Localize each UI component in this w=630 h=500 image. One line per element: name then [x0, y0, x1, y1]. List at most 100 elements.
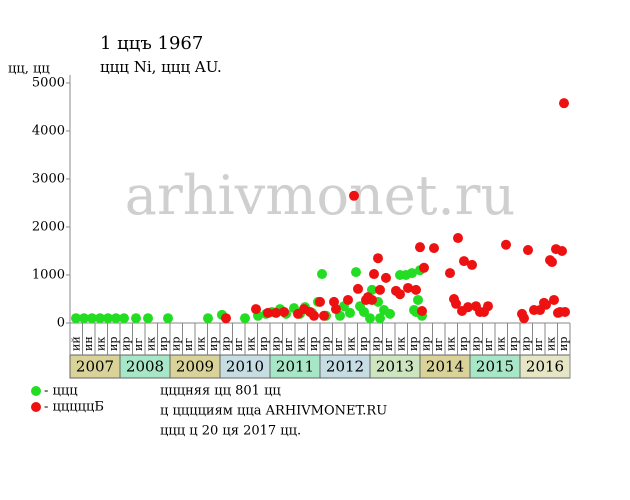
point	[87, 313, 97, 324]
point	[395, 289, 405, 300]
x-tick-label: иг	[332, 338, 345, 351]
y-tick-label: 1000	[32, 268, 65, 283]
point	[549, 294, 559, 305]
x-tick-label: 2013	[376, 358, 414, 376]
point	[119, 313, 129, 324]
point	[467, 259, 477, 270]
point	[411, 284, 421, 295]
x-tick-label: ир	[219, 337, 232, 351]
x-tick-label: 2010	[226, 358, 264, 376]
point	[351, 267, 361, 278]
point	[375, 284, 385, 295]
point	[559, 98, 569, 109]
y-tick-label: 2000	[32, 220, 65, 235]
point	[331, 304, 341, 315]
x-tick-label: иг	[532, 338, 545, 351]
x-tick-label: ир	[507, 337, 520, 351]
point	[560, 306, 570, 317]
x-tick-label: ик	[94, 337, 107, 351]
x-tick-label: ир	[369, 337, 382, 351]
point	[547, 257, 557, 268]
point	[413, 294, 423, 305]
point	[221, 313, 231, 324]
legend-marker	[31, 402, 41, 412]
point	[369, 269, 379, 280]
y-axis-label: цц, цц	[8, 62, 50, 77]
point	[375, 313, 385, 324]
x-tick-label: ик	[344, 337, 357, 351]
point	[315, 296, 325, 307]
point	[557, 246, 567, 256]
point	[319, 310, 329, 321]
point	[429, 243, 439, 254]
x-tick-label: ир	[319, 337, 332, 351]
point	[407, 268, 417, 279]
x-tick-label: ик	[394, 337, 407, 351]
point	[417, 306, 427, 316]
point	[203, 313, 213, 324]
x-tick-label: иг	[282, 338, 295, 351]
x-tick-label: ир	[557, 337, 570, 351]
x-tick-label: 2007	[76, 358, 114, 376]
point	[451, 298, 461, 309]
point	[415, 242, 425, 253]
watermark: arhivmonet.ru	[125, 164, 515, 227]
x-tick-label: иг	[182, 338, 195, 351]
legend-label: - цццццБ	[44, 400, 104, 415]
point	[263, 307, 273, 318]
y-tick-label: 4000	[32, 124, 65, 139]
x-tick-label: ик	[444, 337, 457, 351]
x-tick-label: ир	[469, 337, 482, 351]
x-tick-label: ик	[494, 337, 507, 351]
x-tick-label: иг	[432, 338, 445, 351]
point	[385, 308, 395, 319]
x-tick-label: ир	[157, 337, 170, 351]
point	[279, 306, 289, 317]
x-tick-label: ик	[544, 337, 557, 351]
point	[271, 307, 281, 318]
x-tick-label: иг	[132, 338, 145, 351]
note: цццняя цц 801 цц	[160, 384, 281, 399]
point	[143, 313, 153, 324]
legend-marker	[31, 386, 41, 396]
x-tick-label: 2015	[476, 358, 514, 376]
point	[95, 313, 105, 324]
chart-title: 1 ццъ 1967	[100, 33, 203, 54]
x-tick-label: ик	[294, 337, 307, 351]
x-tick-label: 2008	[126, 358, 164, 376]
x-tick-label: ин	[82, 336, 95, 351]
x-tick-label: ир	[457, 337, 470, 351]
point	[163, 313, 173, 324]
point	[519, 313, 529, 324]
point	[131, 313, 141, 324]
x-tick-label: ир	[357, 337, 370, 351]
x-tick-label: ик	[244, 337, 257, 351]
x-tick-label: 2014	[426, 358, 464, 376]
x-tick-label: ир	[419, 337, 432, 351]
x-tick-label: 2009	[176, 358, 214, 376]
x-tick-label: ир	[307, 337, 320, 351]
legend-label: - ццц	[44, 384, 78, 399]
point	[251, 304, 261, 315]
x-tick-label: иг	[482, 338, 495, 351]
y-tick-label: 3000	[32, 172, 65, 187]
point	[345, 307, 355, 318]
chart-subtitle: ццц Ni, ццц AU.	[100, 58, 222, 76]
x-tick-label: ир	[207, 337, 220, 351]
point	[79, 313, 89, 324]
point	[317, 269, 327, 280]
x-tick-label: ир	[119, 337, 132, 351]
note: ц цццциям цца ARHIVMONET.RU	[160, 404, 387, 419]
point	[463, 302, 473, 313]
x-tick-label: иг	[382, 338, 395, 351]
point	[445, 268, 455, 279]
point	[343, 294, 353, 305]
point	[381, 272, 391, 283]
point	[240, 313, 250, 324]
point	[403, 282, 413, 293]
x-tick-label: 2011	[276, 358, 314, 376]
x-tick-label: ир	[257, 337, 270, 351]
note: ццц ц 20 ця 2017 цц.	[160, 424, 301, 439]
